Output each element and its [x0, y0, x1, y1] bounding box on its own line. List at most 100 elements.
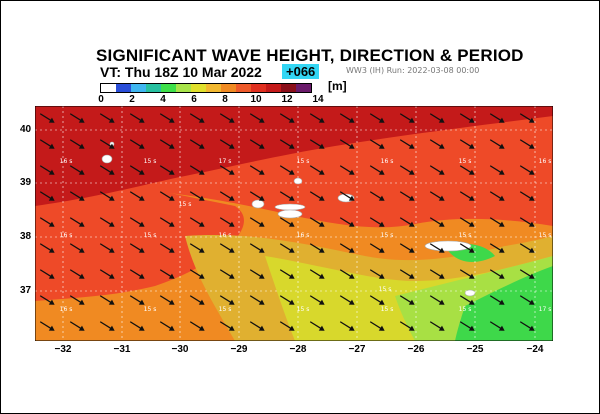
color-scale-tick: 4	[160, 94, 166, 105]
color-scale-swatch	[101, 84, 116, 92]
period-label: 16 s	[297, 232, 310, 239]
wave-direction-arrow	[459, 113, 475, 123]
wave-direction-arrow	[249, 139, 265, 149]
period-label: 16 s	[381, 158, 394, 165]
wave-direction-arrow	[219, 165, 235, 175]
wave-direction-arrow	[99, 269, 115, 279]
wave-direction-arrow	[339, 217, 355, 227]
color-scale-swatch	[221, 84, 236, 92]
wave-direction-arrow	[429, 269, 445, 279]
wave-direction-arrow	[99, 113, 115, 123]
wave-direction-arrow	[249, 191, 265, 201]
wave-direction-arrow	[219, 191, 235, 201]
wave-direction-arrow	[459, 321, 475, 331]
longitude-label: −25	[466, 344, 484, 355]
island-faial	[251, 199, 265, 209]
wave-direction-arrow	[429, 191, 445, 201]
period-label: 15 s	[179, 201, 192, 208]
wave-direction-arrow	[519, 295, 535, 305]
wave-direction-arrow	[159, 321, 175, 331]
wave-direction-arrow	[309, 243, 325, 253]
wave-direction-arrow	[129, 113, 145, 123]
island-sao-jorge	[274, 203, 306, 211]
wave-direction-arrow	[369, 243, 385, 253]
wave-direction-arrow	[249, 295, 265, 305]
color-scale-tick: 14	[312, 94, 324, 105]
latitude-label: 37	[20, 285, 32, 296]
wave-direction-arrow	[519, 217, 535, 227]
wave-direction-arrow	[189, 165, 205, 175]
wave-direction-arrow	[309, 295, 325, 305]
longitude-label: −29	[230, 344, 248, 355]
period-label: 15 s	[459, 158, 472, 165]
wave-direction-arrow	[369, 165, 385, 175]
wave-map: 16 s 15 s 17 s 15 s 16 s 15 s 16 s 16 s 15 s 16 s…	[35, 106, 553, 341]
color-scale-swatch	[176, 84, 191, 92]
wave-direction-arrow	[69, 321, 85, 331]
wave-direction-arrow	[459, 165, 475, 175]
wave-direction-arrow	[129, 269, 145, 279]
period-label: 15 s	[381, 306, 394, 313]
wave-direction-arrow	[189, 243, 205, 253]
wave-direction-arrow	[369, 217, 385, 227]
wave-direction-arrow	[39, 217, 55, 227]
color-scale-swatch	[146, 84, 161, 92]
wave-direction-arrow	[189, 321, 205, 331]
wave-direction-arrow	[219, 139, 235, 149]
period-label: 16 s	[60, 306, 73, 313]
wave-direction-arrow	[69, 217, 85, 227]
period-label: 15 s	[219, 306, 232, 313]
period-label: 15 s	[379, 286, 392, 293]
wave-direction-arrow	[279, 113, 295, 123]
wave-direction-arrow	[309, 165, 325, 175]
wave-direction-arrow	[39, 165, 55, 175]
wave-direction-arrow	[309, 191, 325, 201]
island-santa-maria	[464, 289, 476, 297]
color-scale-tick: 8	[222, 94, 228, 105]
period-labels: 16 s 15 s 17 s 15 s 16 s 15 s 16 s 16 s 15 s 16 s…	[60, 158, 552, 313]
wave-direction-arrow	[429, 113, 445, 123]
wave-direction-arrow	[129, 139, 145, 149]
wave-direction-arrow	[519, 321, 535, 331]
wave-direction-arrow	[489, 139, 505, 149]
wave-direction-arrow	[279, 139, 295, 149]
wave-direction-arrow	[279, 321, 295, 331]
wave-direction-arrow	[459, 243, 475, 253]
wave-direction-arrow	[39, 139, 55, 149]
color-scale-swatch	[281, 84, 296, 92]
wave-direction-arrow	[489, 269, 505, 279]
wave-direction-arrow	[399, 321, 415, 331]
wave-direction-arrow	[519, 113, 535, 123]
wave-direction-arrow	[249, 269, 265, 279]
wave-direction-arrow	[399, 165, 415, 175]
wave-direction-arrow	[399, 269, 415, 279]
color-scale-unit: [m]	[328, 79, 347, 93]
wave-direction-arrows	[39, 113, 535, 331]
period-label: 15 s	[144, 306, 157, 313]
wave-direction-arrow	[459, 295, 475, 305]
wave-direction-arrow	[429, 217, 445, 227]
wave-direction-arrow	[219, 321, 235, 331]
wave-direction-arrow	[249, 321, 265, 331]
period-label: 17 s	[219, 158, 232, 165]
wave-direction-arrow	[249, 113, 265, 123]
wave-direction-arrow	[339, 269, 355, 279]
zone-high-west	[35, 166, 244, 301]
wave-direction-arrow	[339, 191, 355, 201]
island-sao-miguel	[424, 240, 472, 252]
color-scale-tick: 6	[191, 94, 197, 105]
wave-direction-arrow	[69, 269, 85, 279]
longitude-label: −28	[289, 344, 307, 355]
wave-direction-arrow	[69, 113, 85, 123]
wave-direction-arrow	[39, 269, 55, 279]
wave-direction-arrow	[489, 217, 505, 227]
wave-direction-arrow	[189, 191, 205, 201]
wave-direction-arrow	[249, 217, 265, 227]
wave-direction-arrow	[429, 295, 445, 305]
wave-direction-arrow	[219, 243, 235, 253]
wave-direction-arrow	[279, 269, 295, 279]
wave-direction-arrow	[339, 165, 355, 175]
wave-direction-arrow	[459, 139, 475, 149]
period-label: 15 s	[459, 232, 472, 239]
wave-direction-arrow	[39, 321, 55, 331]
